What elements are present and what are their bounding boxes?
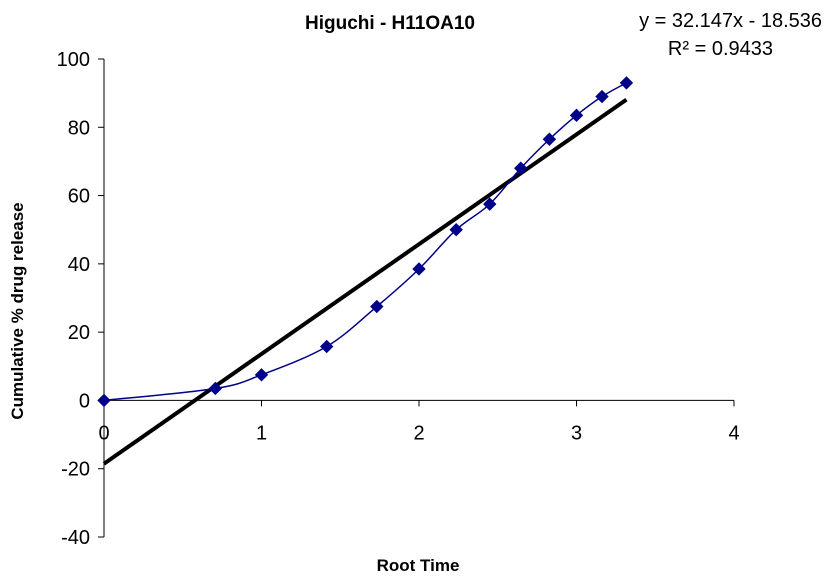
series-line — [103, 82, 627, 402]
x-tick-label: 2 — [413, 422, 424, 444]
data-point-marker — [208, 381, 223, 396]
trendline-line — [102, 98, 628, 466]
x-tick-label: 0 — [98, 422, 109, 444]
data-series — [97, 76, 634, 408]
data-point-marker — [595, 89, 609, 104]
data-point-marker — [619, 76, 634, 90]
x-tick-label: 3 — [571, 422, 582, 444]
data-point-marker — [97, 393, 111, 408]
trendline-r2: R² = 0.9433 — [668, 38, 773, 60]
y-tick-label: 60 — [68, 186, 90, 208]
data-point-marker — [449, 223, 463, 237]
data-point-marker — [412, 262, 426, 276]
y-tick-label: -20 — [61, 459, 90, 481]
data-point-marker — [514, 161, 528, 175]
y-tick-label: 20 — [68, 322, 90, 344]
x-tick-label: 4 — [728, 422, 739, 444]
data-point-marker — [569, 108, 584, 123]
x-tick-label: 1 — [256, 422, 267, 444]
y-tick-label: -40 — [61, 527, 90, 549]
y-tick-label: 40 — [68, 254, 90, 276]
data-point-marker — [542, 132, 557, 146]
data-point-marker — [254, 368, 269, 382]
chart-title: Higuchi - H11OA10 — [305, 13, 475, 34]
y-axis-title: Cumulative % drug release — [8, 202, 27, 419]
tick-labels: 100 80 60 40 20 0 -20 -40 0 1 2 3 4 — [57, 49, 740, 549]
data-point-marker — [483, 197, 497, 211]
trendline — [102, 98, 628, 466]
axes — [98, 58, 735, 538]
y-tick-label: 80 — [68, 117, 90, 139]
data-point-marker — [370, 299, 384, 314]
data-point-marker — [319, 339, 334, 354]
y-tick-label: 0 — [79, 390, 90, 412]
trendline-equation: y = 32.147x - 18.536 — [639, 10, 822, 32]
x-axis-title: Root Time — [377, 556, 460, 575]
y-tick-label: 100 — [57, 49, 90, 71]
